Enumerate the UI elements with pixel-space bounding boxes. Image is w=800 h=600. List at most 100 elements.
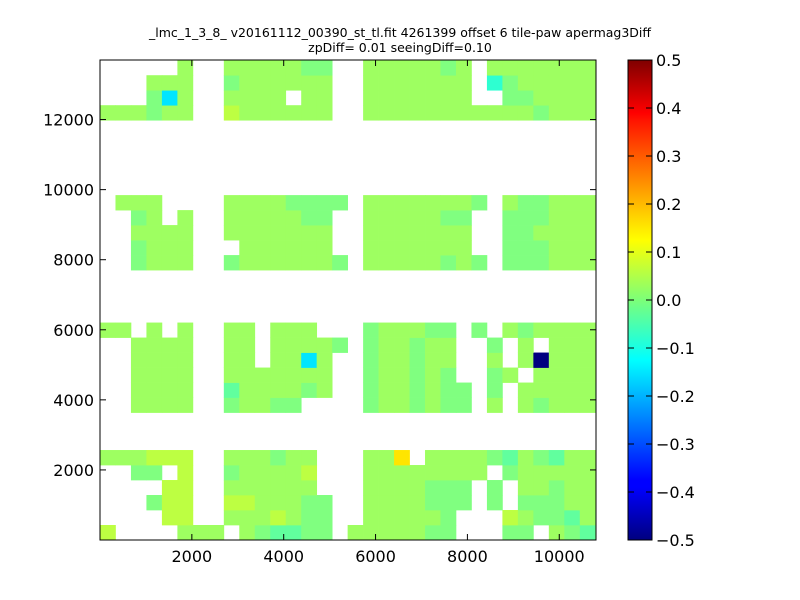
heatmap-cell	[378, 90, 395, 106]
heatmap-cell	[579, 510, 596, 526]
heatmap-cell	[146, 210, 163, 226]
heatmap-cell	[502, 322, 519, 338]
heatmap-cell	[363, 195, 379, 211]
heatmap-cell	[363, 322, 379, 338]
heatmap-cell	[486, 60, 503, 76]
heatmap-cell	[486, 450, 503, 466]
heatmap-cell	[270, 450, 287, 466]
heatmap-cell	[517, 195, 534, 211]
heatmap-cell	[548, 240, 565, 256]
heatmap-cell	[548, 495, 565, 511]
heatmap-cell	[455, 60, 472, 76]
heatmap-cell	[316, 495, 333, 511]
heatmap-cell	[409, 105, 426, 121]
heatmap-cell	[130, 225, 147, 241]
heatmap-cell	[161, 352, 178, 368]
heatmap-cell	[564, 195, 581, 211]
heatmap-cell	[517, 382, 534, 398]
heatmap-cell	[316, 210, 333, 226]
heatmap-cell	[378, 225, 395, 241]
heatmap-cell	[425, 382, 441, 398]
x-tick-label: 6000	[355, 547, 396, 566]
heatmap-cell	[301, 90, 318, 106]
heatmap-cell	[564, 352, 581, 368]
heatmap-cell	[579, 255, 596, 271]
heatmap-cell	[455, 397, 472, 413]
heatmap-cell	[533, 382, 550, 398]
heatmap-cell	[486, 352, 503, 368]
heatmap-cell	[425, 75, 441, 91]
heatmap-cell	[239, 90, 256, 106]
heatmap-cell	[130, 382, 147, 398]
colorbar-tick-label: −0.5	[656, 531, 695, 550]
heatmap-cell	[394, 450, 410, 466]
colorbar-tick-label: 0.5	[656, 51, 681, 70]
heatmap-cell	[177, 255, 194, 271]
y-tick-label: 2000	[53, 461, 94, 480]
heatmap-cell	[579, 90, 596, 106]
heatmap-cell	[146, 322, 163, 338]
heatmap-cell	[285, 510, 302, 526]
heatmap-cell	[239, 397, 256, 413]
y-tick-label: 10000	[43, 181, 94, 200]
heatmap-cell	[440, 525, 457, 541]
heatmap-cell	[564, 367, 581, 383]
heatmap-cell	[146, 240, 163, 256]
heatmap-cell	[285, 465, 302, 481]
heatmap-cell	[301, 495, 318, 511]
heatmap-cell	[425, 337, 441, 353]
heatmap-cell	[177, 465, 194, 481]
heatmap-cell	[486, 480, 503, 496]
heatmap-cell	[177, 367, 194, 383]
heatmap-cell	[502, 255, 519, 271]
heatmap-cell	[161, 255, 178, 271]
heatmap-cell	[394, 195, 410, 211]
heatmap-cell	[363, 352, 379, 368]
heatmap-cell	[440, 480, 457, 496]
heatmap-cell	[409, 90, 426, 106]
heatmap-cell	[486, 367, 503, 383]
heatmap-cell	[363, 367, 379, 383]
heatmap-cell	[455, 450, 472, 466]
heatmap-cell	[254, 255, 271, 271]
heatmap-cell	[161, 337, 178, 353]
heatmap-cell	[270, 495, 287, 511]
heatmap-cell	[579, 367, 596, 383]
heatmap-cell	[517, 352, 534, 368]
heatmap-cell	[455, 495, 472, 511]
heatmap-cell	[301, 510, 318, 526]
heatmap-cell	[130, 210, 147, 226]
heatmap-cell	[409, 382, 426, 398]
heatmap-cell	[146, 75, 163, 91]
heatmap-cell	[440, 352, 457, 368]
heatmap-cell	[564, 465, 581, 481]
heatmap-cell	[548, 225, 565, 241]
heatmap-cell	[301, 367, 318, 383]
heatmap-cell	[223, 90, 240, 106]
heatmap-cell	[394, 367, 410, 383]
colorbar-tick-label: 0.4	[656, 99, 681, 118]
heatmap-cell	[146, 105, 163, 121]
heatmap-cell	[564, 397, 581, 413]
heatmap-cell	[440, 75, 457, 91]
heatmap-cell	[564, 510, 581, 526]
colorbar-tick-label: −0.3	[656, 435, 695, 454]
heatmap-cell	[223, 367, 240, 383]
heatmap-cell	[301, 322, 318, 338]
heatmap-cell	[440, 382, 457, 398]
heatmap-cell	[177, 322, 194, 338]
heatmap-cell	[285, 210, 302, 226]
colorbar-tick-label: 0.3	[656, 147, 681, 166]
heatmap-cell	[564, 255, 581, 271]
heatmap-cell	[270, 195, 287, 211]
heatmap-cell	[486, 382, 503, 398]
heatmap-cell	[425, 255, 441, 271]
heatmap-cell	[254, 367, 271, 383]
heatmap-cell	[285, 382, 302, 398]
heatmap-cell	[440, 322, 457, 338]
heatmap-cell	[579, 397, 596, 413]
heatmap-cell	[130, 352, 147, 368]
heatmap-cell	[270, 90, 287, 106]
heatmap-cell	[455, 105, 472, 121]
